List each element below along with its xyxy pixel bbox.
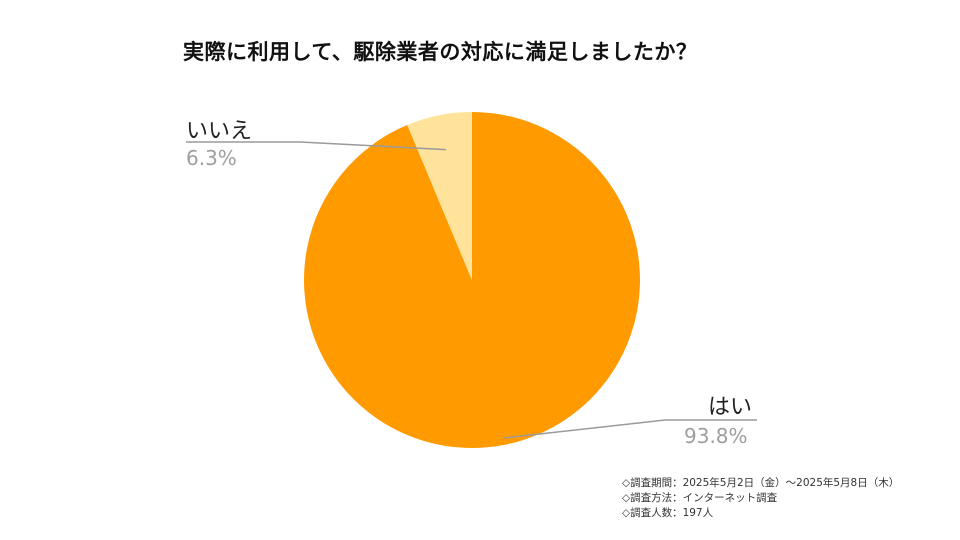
survey-count-note: ◇調査人数：197人	[622, 507, 714, 519]
slice-label-no: いいえ	[186, 119, 253, 144]
survey-period-note: ◇調査期間：2025年5月2日（金）～2025年5月8日（木）	[622, 477, 900, 489]
survey-notes: ◇調査期間：2025年5月2日（金）～2025年5月8日（木） ◇調査方法：イン…	[622, 476, 899, 521]
slice-label-yes: はい	[708, 395, 753, 420]
chart-title: 実際に利用して、駆除業者の対応に満足しましたか？	[183, 40, 698, 64]
pie-slices	[303, 112, 640, 448]
slice-value-no: 6.3%	[186, 146, 237, 170]
survey-method-note: ◇調査方法：インターネット調査	[622, 492, 778, 504]
leader-lines	[186, 141, 757, 439]
leader-line-yes	[502, 419, 757, 439]
pie-slice-no	[407, 112, 472, 280]
slice-value-yes: 93.8%	[684, 424, 748, 448]
leader-line-no	[186, 141, 446, 151]
